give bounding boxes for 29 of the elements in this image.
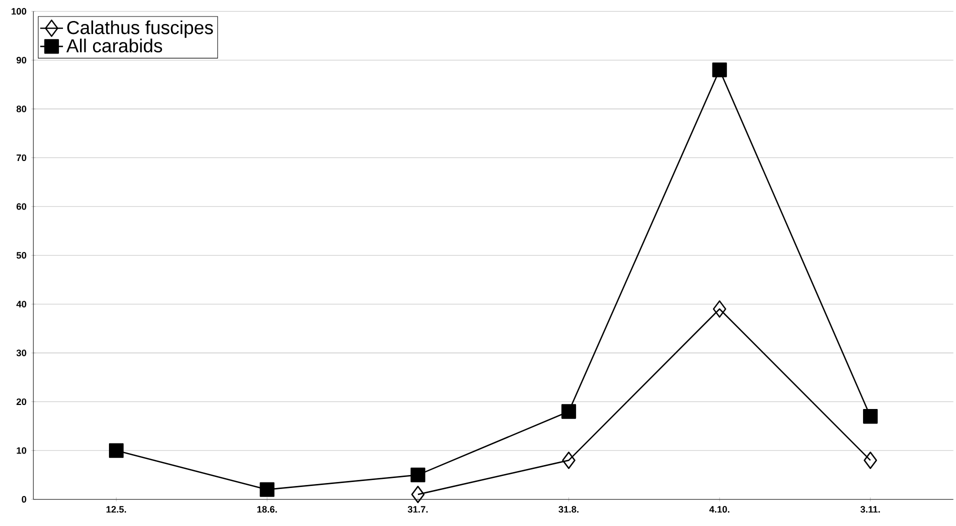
y-tick-label: 20 [16, 398, 26, 406]
point [863, 409, 878, 424]
legend-label: All carabids [66, 38, 162, 52]
y-tick-label: 100 [12, 8, 26, 15]
y-tick-label: 70 [16, 154, 26, 162]
y-tick-label: 10 [16, 447, 26, 454]
point [562, 452, 576, 469]
point [712, 62, 727, 78]
x-tick-label: 18.6. [257, 506, 277, 513]
y-tick-label: 90 [16, 56, 26, 64]
x-tick-label: 4.10. [709, 506, 730, 513]
point [108, 443, 124, 458]
x-tick-label: 31.8. [558, 506, 578, 513]
x-tick-label: 3.11. [860, 506, 880, 513]
y-tick-label: 0 [22, 496, 26, 503]
point [561, 404, 576, 419]
point [864, 452, 878, 469]
point [410, 468, 426, 482]
legend-label: Calathus fuscipes [67, 20, 213, 38]
y-tick-label: 40 [16, 300, 26, 308]
x-tick-label: 12.5. [106, 506, 126, 513]
point [260, 482, 274, 497]
y-tick-label: 80 [16, 106, 26, 112]
y-tick-label: 50 [16, 252, 26, 259]
point [411, 486, 425, 504]
y-tick-label: 60 [16, 203, 26, 210]
y-tick-label: 30 [16, 350, 26, 356]
point [712, 300, 726, 318]
x-tick-label: 31.7. [408, 506, 428, 513]
